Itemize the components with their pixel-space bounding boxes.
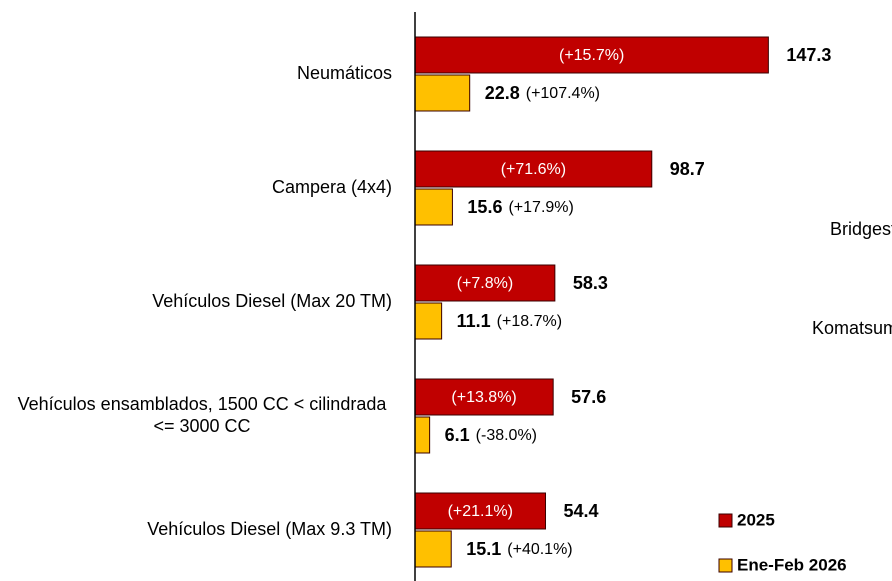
category-text: Vehículos ensamblados, 1500 CC < cilindr…: [17, 394, 387, 436]
category-text: Vehículos Diesel (Max 20 TM): [152, 291, 392, 311]
value-label-group: 15.6 (+17.9%): [467, 197, 573, 217]
value-label: 11.1: [457, 311, 491, 331]
value-label: 15.1: [466, 539, 501, 559]
value-label: 6.1: [445, 425, 470, 445]
value-label: 58.3: [573, 273, 608, 293]
category-text: Neumáticos: [296, 63, 392, 83]
bar: [414, 416, 431, 454]
change-label: (+15.7%): [559, 47, 624, 64]
change-label: (+7.8%): [457, 275, 513, 292]
category-label: Campera (4x4): [272, 176, 392, 198]
category-label: Vehículos Diesel (Max 20 TM): [152, 290, 392, 312]
bar: [414, 74, 471, 112]
bar: [414, 492, 547, 530]
category-text: Vehículos Diesel (Max 9.3 TM): [147, 519, 392, 539]
change-label: (+21.1%): [448, 503, 513, 520]
bar: [414, 36, 769, 74]
legend-label: Ene-Feb 2026: [737, 555, 847, 574]
category-label: Vehículos Diesel (Max 9.3 TM): [147, 518, 392, 540]
bar: [414, 188, 453, 226]
value-label: 57.6: [571, 387, 606, 407]
value-label: 98.7: [670, 159, 705, 179]
annotation: Bridgest: [830, 219, 892, 239]
value-label-group: 22.8 (+107.4%): [485, 83, 600, 103]
change-label: (+18.7%): [497, 313, 562, 330]
annotation: Komatsumi: [812, 318, 892, 338]
legend-swatch: [718, 558, 733, 573]
bar: [414, 264, 556, 302]
value-label: 147.3: [786, 45, 831, 65]
legend-label: 2025: [737, 510, 775, 529]
value-label-group: 11.1 (+18.7%): [457, 311, 562, 331]
value-label: 22.8: [485, 83, 520, 103]
category-text: Campera (4x4): [271, 177, 392, 197]
change-label: (+17.9%): [508, 199, 573, 216]
category-label: Vehículos ensamblados, 1500 CC < cilindr…: [12, 393, 392, 437]
change-label: (+13.8%): [451, 389, 516, 406]
bar: [414, 302, 443, 340]
change-label: (+71.6%): [501, 161, 566, 178]
value-label: 54.4: [564, 501, 599, 521]
value-label: 15.6: [467, 197, 502, 217]
bar: [414, 150, 653, 188]
change-label: (+107.4%): [526, 85, 600, 102]
bar: [414, 530, 452, 568]
change-label: (-38.0%): [476, 427, 537, 444]
value-label-group: 6.1 (-38.0%): [445, 425, 537, 445]
category-label: Neumáticos: [297, 62, 392, 84]
bar: [414, 378, 554, 416]
legend-swatch: [718, 513, 733, 528]
value-label-group: 15.1 (+40.1%): [466, 539, 572, 559]
change-label: (+40.1%): [507, 541, 572, 558]
